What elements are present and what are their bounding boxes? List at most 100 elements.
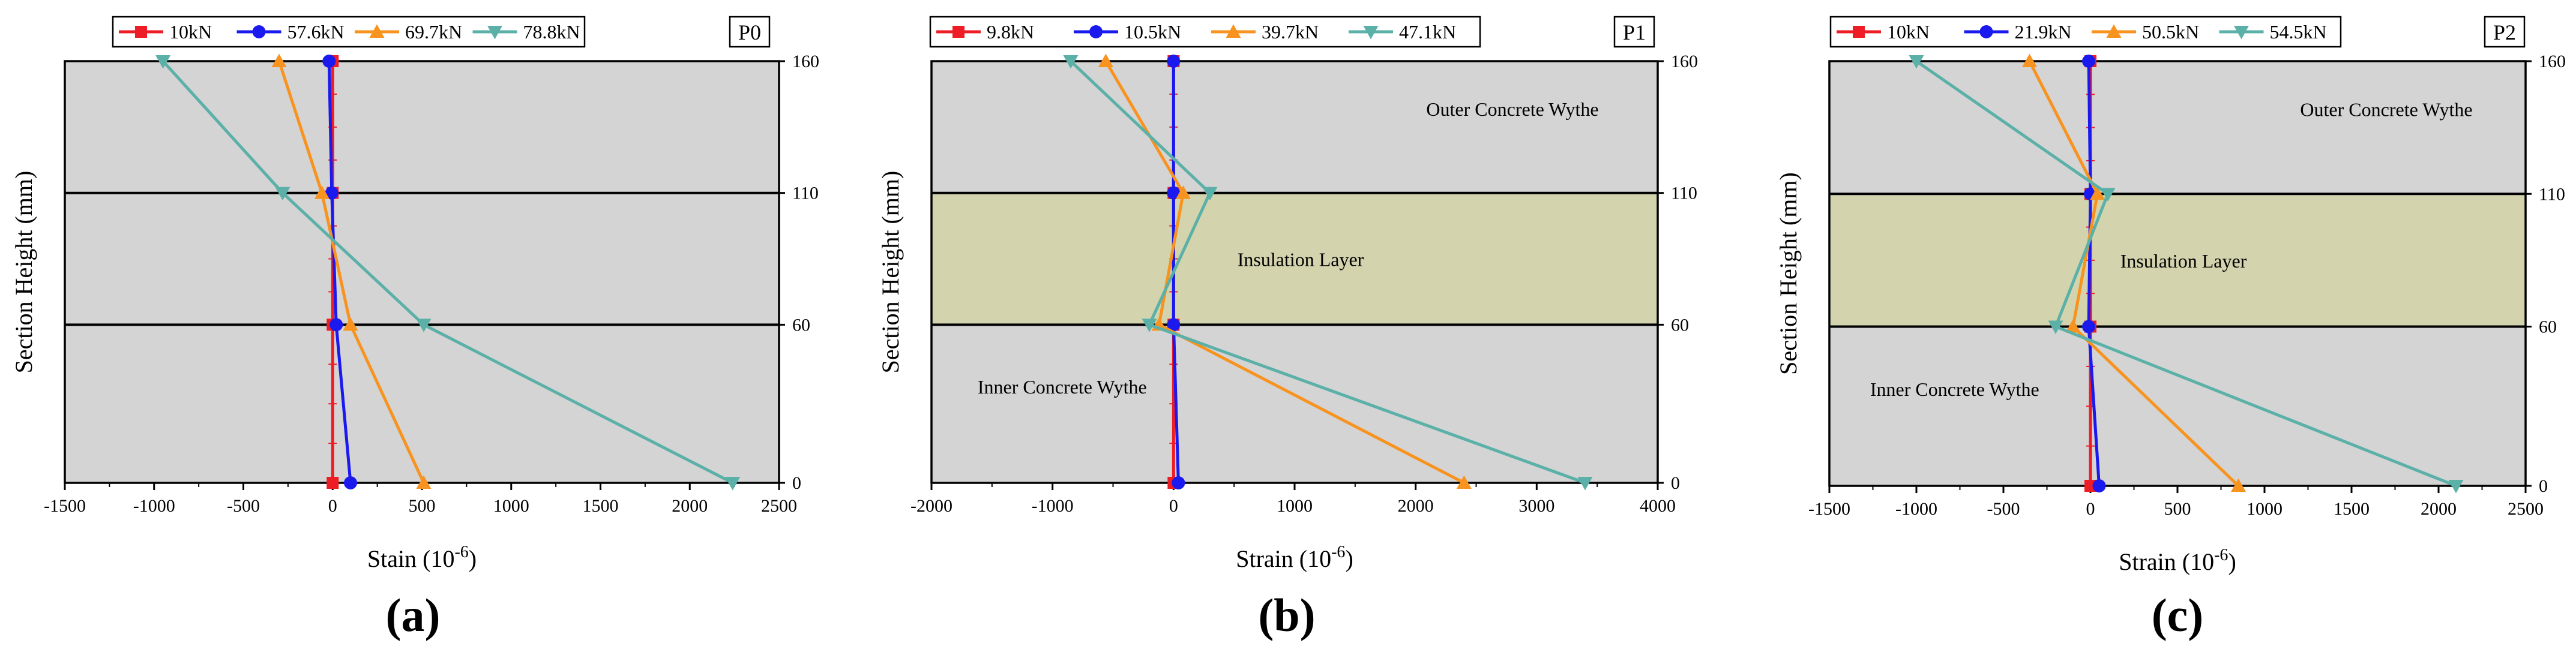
layer-label: Inner Concrete Wythe <box>1870 378 2039 400</box>
marker-triangle-down <box>1363 26 1379 40</box>
marker-square <box>135 26 147 38</box>
x-axis-label-text: Stain (10 <box>367 545 455 572</box>
panel-id: P0 <box>738 20 761 44</box>
marker-circle <box>1167 55 1181 68</box>
y-tick-label: 0 <box>1671 473 1680 493</box>
x-axis-label-sup: -6 <box>454 543 468 561</box>
legend-label: 69.7kN <box>405 21 462 43</box>
series-line-2 <box>327 61 352 483</box>
marker-square <box>1853 26 1865 38</box>
layer-insulation <box>931 193 1658 325</box>
x-tick-label: -500 <box>227 496 260 516</box>
marker-triangle-up <box>416 475 432 489</box>
x-tick-label: 500 <box>2164 499 2191 519</box>
marker-triangle-down <box>416 319 432 332</box>
legend-label: 39.7kN <box>1262 21 1319 43</box>
marker-triangle-down <box>1063 55 1079 69</box>
panel-id: P2 <box>2493 20 2516 44</box>
series-line-4 <box>1070 60 1586 485</box>
y-tick-label: 60 <box>792 315 810 335</box>
marker-triangle-up <box>1175 185 1191 199</box>
marker-triangle-down <box>1202 187 1218 201</box>
marker-triangle-down <box>2100 188 2116 202</box>
layer-concrete <box>1829 326 2526 486</box>
marker-triangle-up <box>369 24 385 38</box>
marker-triangle-down <box>1142 319 1157 332</box>
x-axis-label-close: ) <box>1345 545 1353 572</box>
legend-label: 54.5kN <box>2270 21 2327 43</box>
marker-triangle-up <box>2231 478 2246 492</box>
marker-triangle-up <box>314 185 330 199</box>
marker-circle <box>2082 55 2096 68</box>
layer-label: Outer Concrete Wythe <box>2300 99 2472 121</box>
marker-triangle-up <box>1098 53 1113 67</box>
marker-circle <box>2082 320 2096 333</box>
marker-triangle-up <box>1226 24 1241 38</box>
x-tick-label: -1500 <box>44 496 86 516</box>
marker-square <box>952 26 964 38</box>
series-line-2 <box>2087 61 2101 486</box>
panel-id-box <box>1613 16 1655 48</box>
x-tick-label: 1500 <box>583 496 619 516</box>
x-tick-label: 1000 <box>493 496 529 516</box>
y-tick-label: 110 <box>792 184 819 203</box>
layer-label: Insulation Layer <box>1238 249 1364 271</box>
y-tick-label: 160 <box>792 52 819 71</box>
series-line-2 <box>1172 61 1180 483</box>
legend-label: 10.5kN <box>1124 21 1181 43</box>
legend-label: 21.9kN <box>2015 21 2072 43</box>
y-tick-label: 0 <box>792 473 801 493</box>
y-axis-label: Section Height (mm) <box>877 171 904 374</box>
panel-id-box <box>729 16 771 48</box>
x-tick-label: 1000 <box>2246 499 2283 519</box>
x-tick-label: 0 <box>1169 496 1178 516</box>
x-axis-label-close: ) <box>469 545 477 572</box>
x-tick-label: -1000 <box>1032 496 1074 516</box>
marker-triangle-down <box>2048 320 2063 334</box>
y-tick-label: 0 <box>2539 476 2548 496</box>
marker-square <box>327 477 339 489</box>
chart-panel-p0: -1500 -1000 -500 0 500 1000 1500 2000 2500 0 60 110… <box>10 16 819 641</box>
marker-triangle-up <box>2065 319 2081 333</box>
marker-circle <box>2092 479 2106 492</box>
series-line-3 <box>2028 60 2240 487</box>
x-tick-label: -1000 <box>1895 499 1937 519</box>
marker-triangle-down <box>2234 26 2249 40</box>
marker-triangle-down <box>275 187 290 201</box>
marker-triangle-up <box>2090 186 2105 200</box>
y-tick-label: 160 <box>1671 52 1698 71</box>
x-tick-label: 2000 <box>1398 496 1434 516</box>
layer-label: Insulation Layer <box>2120 250 2247 272</box>
x-tick-label: 3000 <box>1518 496 1554 516</box>
marker-circle <box>1167 186 1181 200</box>
x-tick-label: -1000 <box>133 496 175 516</box>
x-tick-label: 2000 <box>2421 499 2457 519</box>
y-tick-label: 110 <box>1671 184 1697 203</box>
marker-triangle-down <box>155 55 171 69</box>
marker-circle <box>1089 25 1103 38</box>
y-axis-label: Section Height (mm) <box>10 171 37 374</box>
x-tick-label: -500 <box>1987 499 2020 519</box>
series-line-3 <box>277 61 426 484</box>
x-axis-label-text: Strain (10 <box>2119 548 2214 575</box>
layer-insulation <box>1829 194 2526 327</box>
x-tick-label: 500 <box>409 496 436 516</box>
layer-concrete <box>65 193 779 325</box>
marker-circle <box>1979 25 1993 38</box>
layer-concrete <box>1829 61 2526 194</box>
layer-concrete <box>931 324 1658 483</box>
series-line-4 <box>161 60 733 485</box>
y-tick-label: 60 <box>1671 315 1689 335</box>
panel-id: P1 <box>1623 20 1646 44</box>
y-tick-label: 110 <box>2539 184 2565 204</box>
series-line-3 <box>1104 60 1465 485</box>
x-tick-label: 1000 <box>1277 496 1313 516</box>
legend-label: 50.5kN <box>2142 21 2199 43</box>
marker-circle <box>322 55 336 68</box>
marker-triangle-up <box>343 317 358 331</box>
x-tick-label: 1500 <box>2334 499 2370 519</box>
panel-id-box <box>2484 16 2526 48</box>
legend-label: 57.6kN <box>287 21 345 43</box>
x-tick-label: 2500 <box>761 496 797 516</box>
marker-triangle-up <box>271 53 287 67</box>
